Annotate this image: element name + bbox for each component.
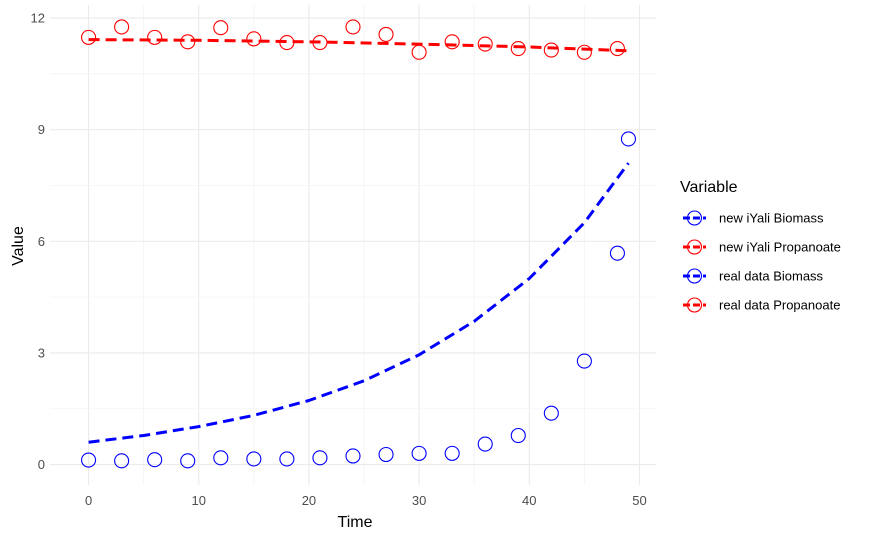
point-real-data-propanoate (378, 26, 394, 42)
y-tick-label: 9 (38, 122, 45, 137)
point-real-data-biomass (378, 446, 394, 463)
point-real-data-propanoate (510, 40, 526, 57)
legend-label: new iYali Biomass (719, 211, 824, 226)
point-real-data-propanoate (213, 20, 229, 36)
y-tick-label: 6 (38, 234, 45, 249)
point-real-data-biomass (411, 445, 427, 461)
point-real-data-propanoate (609, 40, 625, 57)
x-tick-label: 0 (85, 493, 92, 508)
legend-entry: real data Propanoate (683, 297, 840, 313)
line-new-iyali-biomass (88, 162, 630, 444)
point-real-data-propanoate (411, 44, 427, 60)
point-real-data-biomass (213, 450, 229, 466)
point-real-data-biomass (279, 451, 295, 467)
point-real-data-biomass (510, 427, 526, 444)
point-real-data-biomass (576, 353, 592, 369)
x-tick-label: 30 (412, 493, 426, 508)
point-real-data-biomass (543, 405, 559, 421)
point-real-data-biomass (609, 245, 625, 261)
point-real-data-biomass (444, 445, 460, 461)
line-new-iyali-propanoate (88, 38, 629, 53)
legend-label: real data Propanoate (719, 298, 840, 313)
y-tick-label: 0 (38, 457, 45, 472)
x-axis-title: Time (338, 514, 373, 531)
legend-entry: real data Biomass (683, 268, 824, 284)
point-real-data-biomass (246, 451, 262, 467)
legend-key-point (686, 210, 703, 226)
legend-key-point (686, 239, 703, 255)
x-tick-label: 20 (302, 493, 316, 508)
point-real-data-biomass (477, 436, 493, 452)
point-real-data-propanoate (180, 34, 196, 50)
point-real-data-propanoate (312, 35, 328, 51)
series-layer (81, 19, 637, 469)
legend-title: Variable (680, 179, 738, 196)
y-tick-label: 12 (31, 11, 45, 26)
point-real-data-propanoate (81, 29, 97, 45)
point-real-data-propanoate (246, 31, 262, 47)
x-tick-label: 40 (522, 493, 536, 508)
y-axis-title: Value (10, 226, 27, 266)
point-real-data-biomass (81, 452, 97, 468)
legend-entry: new iYali Biomass (683, 210, 824, 226)
point-real-data-biomass (147, 452, 163, 468)
legend-label: new iYali Propanoate (719, 240, 841, 255)
x-tick-label: 50 (632, 493, 646, 508)
point-real-data-propanoate (147, 29, 163, 45)
x-tick-label: 10 (192, 493, 206, 508)
legend: Variable new iYali Biomass new iYali Prop… (680, 179, 841, 313)
point-real-data-biomass (620, 131, 637, 147)
point-real-data-biomass (345, 448, 361, 464)
point-real-data-biomass (114, 453, 130, 469)
legend-key-point (686, 297, 703, 313)
point-real-data-propanoate (444, 34, 460, 50)
point-real-data-biomass (180, 453, 196, 469)
point-real-data-propanoate (345, 19, 361, 35)
point-real-data-biomass (312, 450, 328, 466)
point-real-data-propanoate (576, 44, 592, 60)
legend-entries: new iYali Biomass new iYali Propanoate rea… (683, 210, 841, 313)
legend-label: real data Biomass (719, 269, 824, 284)
tick-labels: 0 10 20 30 40 50 0 3 6 9 12 (31, 11, 647, 508)
legend-key-point (686, 268, 703, 284)
y-tick-label: 3 (38, 345, 45, 360)
grid (50, 5, 656, 485)
point-real-data-propanoate (114, 19, 130, 35)
point-real-data-propanoate (477, 36, 493, 52)
point-real-data-propanoate (543, 42, 559, 58)
legend-entry: new iYali Propanoate (683, 239, 841, 255)
point-real-data-propanoate (279, 35, 295, 51)
